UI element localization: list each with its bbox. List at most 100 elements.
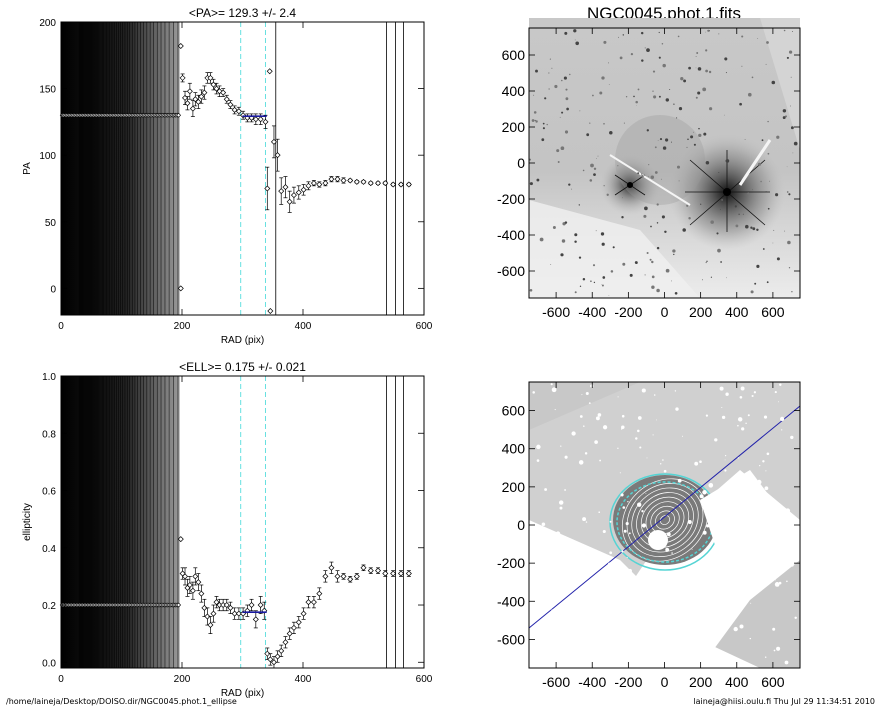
mask-speck [664, 598, 667, 601]
mask-speck [671, 552, 673, 554]
mask-speck [756, 479, 762, 485]
data-point [295, 189, 302, 196]
field-star [673, 253, 675, 256]
mask-speck [694, 461, 699, 466]
field-star [707, 29, 710, 32]
field-star [705, 160, 710, 165]
mask-speck [693, 593, 698, 597]
fixed-point [176, 602, 182, 608]
field-star [751, 76, 754, 79]
field-star [776, 257, 780, 261]
data-point [231, 610, 238, 617]
mask-speck [762, 460, 765, 463]
y-tick-label: 50 [45, 218, 57, 229]
data-point [340, 177, 347, 184]
mask-speck [725, 455, 727, 457]
mask-speck [753, 391, 757, 394]
field-star [750, 226, 753, 229]
field-star [754, 282, 757, 285]
field-star [549, 58, 551, 60]
field-star [651, 260, 654, 264]
mask-speck [594, 610, 597, 612]
image-y-tick-label: 600 [502, 47, 526, 63]
field-star [589, 179, 593, 182]
field-star [574, 233, 578, 237]
image-y-tick-label: 400 [502, 83, 526, 99]
field-star [682, 228, 686, 232]
mask-speck [641, 523, 647, 528]
field-star [747, 192, 750, 195]
mask-speck [638, 608, 642, 611]
mask-speck [665, 547, 670, 552]
image-y-tick-label: -400 [497, 593, 525, 609]
fixed-point [176, 112, 182, 118]
mask-speck [537, 533, 541, 538]
field-stars [529, 29, 798, 296]
field-star [708, 70, 712, 74]
mask-speck [682, 543, 684, 545]
field-star [641, 175, 644, 178]
field-star [644, 274, 646, 276]
data-point [305, 182, 312, 189]
x-tick-label: 600 [416, 321, 433, 332]
data-point [282, 184, 289, 191]
mask-speck [689, 627, 694, 632]
image-x-tick-label: -400 [578, 304, 606, 320]
mask-speck [772, 627, 776, 631]
data-point [270, 138, 277, 145]
field-star [601, 284, 602, 285]
field-star [565, 97, 569, 101]
field-star [625, 96, 628, 98]
field-star [544, 97, 547, 100]
field-star [601, 76, 605, 80]
field-star [661, 215, 665, 219]
field-star [671, 280, 672, 282]
field-star [542, 127, 545, 130]
field-star [693, 131, 694, 133]
image-x-tick-label: -200 [614, 304, 642, 320]
field-star [662, 146, 667, 150]
field-star [716, 232, 719, 235]
mask-speck [739, 624, 744, 629]
mask-speck [617, 447, 619, 449]
field-star [548, 88, 550, 90]
data-point [213, 85, 220, 92]
field-star [756, 264, 760, 268]
mask-speck [595, 416, 600, 421]
field-star [529, 182, 533, 186]
data-point [207, 622, 214, 629]
mask-speck [765, 470, 767, 472]
field-star [597, 155, 599, 157]
inner-isophote-lines [61, 22, 180, 315]
field-star [766, 41, 769, 44]
mask-speck [598, 511, 601, 514]
mask-speck [687, 520, 692, 524]
mask-speck [745, 422, 747, 425]
field-star [603, 185, 605, 187]
field-star [578, 256, 582, 259]
field-star [560, 253, 564, 257]
field-star [725, 72, 727, 74]
mask-speck [641, 510, 644, 513]
mask-speck [628, 579, 632, 582]
mask-speck [751, 394, 754, 398]
ellipticity-profile-chart: 0 200 400 600 0.0 0.2 0.4 0.6 0.8 1.0 <ELL>= 0.175… [22, 360, 433, 699]
field-star [662, 63, 666, 68]
data-point [210, 610, 217, 617]
mask-speck [575, 603, 577, 605]
data-point [223, 602, 230, 609]
mask-speck [564, 489, 567, 491]
field-star [717, 248, 721, 253]
field-star [623, 122, 625, 124]
mask-speck [699, 494, 704, 499]
x-axis-label: RAD (pix) [221, 335, 264, 346]
field-star [633, 95, 635, 98]
mask-speck [699, 460, 702, 464]
data-point [177, 42, 184, 49]
mask-speck [634, 612, 640, 618]
y-tick-label: 0.8 [42, 429, 56, 440]
field-star [554, 84, 558, 89]
data-point [316, 590, 323, 597]
field-star [718, 172, 720, 174]
field-star [601, 284, 604, 287]
